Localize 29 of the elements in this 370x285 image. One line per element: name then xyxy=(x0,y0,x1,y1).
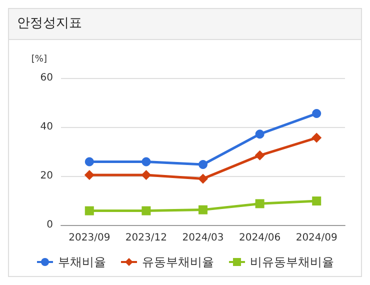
x-tick-label: 2023/09 xyxy=(68,232,110,244)
point xyxy=(198,174,208,184)
y-tick-label: 20 xyxy=(40,170,53,182)
y-axis-title: [%] xyxy=(31,54,47,64)
point xyxy=(254,150,265,160)
chart-title: 안정성지표 xyxy=(9,9,361,40)
point xyxy=(84,157,94,166)
legend-label: 유동부채비율 xyxy=(142,255,214,269)
x-tick-label: 2024/06 xyxy=(239,232,281,244)
point xyxy=(142,206,151,216)
legend-label: 부채비율 xyxy=(58,255,106,269)
point xyxy=(312,196,322,206)
point xyxy=(255,199,264,208)
x-tick-label: 2023/12 xyxy=(125,232,167,244)
x-tick-label: 2024/09 xyxy=(296,232,338,244)
point xyxy=(141,170,152,180)
y-tick-label: 40 xyxy=(40,122,53,132)
x-tick-label: 2024/03 xyxy=(182,232,224,244)
point xyxy=(255,130,264,139)
point xyxy=(198,160,208,169)
point xyxy=(312,109,322,118)
y-tick-label: 0 xyxy=(46,220,53,230)
point xyxy=(198,205,208,214)
point xyxy=(84,170,94,180)
y-tick-label: 60 xyxy=(40,72,53,84)
point xyxy=(312,132,322,143)
legend-label: 비유동부채비율 xyxy=(250,255,334,269)
point xyxy=(84,206,94,216)
point xyxy=(142,157,151,166)
